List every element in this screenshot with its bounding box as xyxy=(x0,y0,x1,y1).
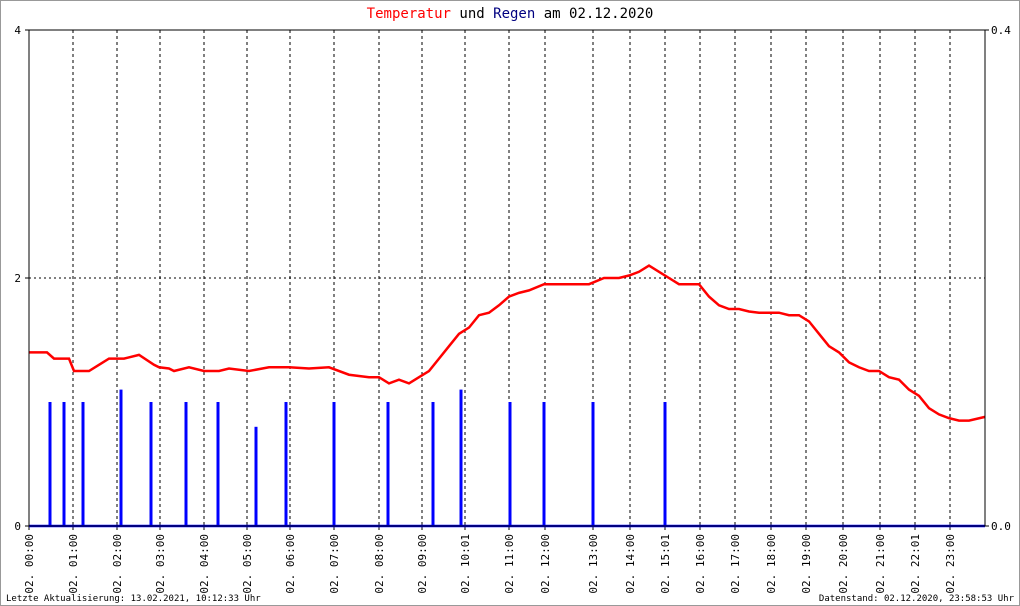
rain-bar xyxy=(591,402,595,526)
rain-bar xyxy=(542,402,546,526)
x-tick-label: 02. 14:00 xyxy=(624,534,637,594)
x-tick-label: 02. 06:00 xyxy=(284,534,297,594)
x-tick-label: 02. 22:01 xyxy=(909,534,922,594)
x-tick-label: 02. 23:00 xyxy=(944,534,957,594)
x-tick-label: 02. 17:00 xyxy=(729,534,742,594)
x-tick-label: 02. 20:00 xyxy=(837,534,850,594)
rain-bar xyxy=(62,402,66,526)
plot-frame xyxy=(28,29,986,527)
x-tick-label: 02. 12:00 xyxy=(539,534,552,594)
rain-bar xyxy=(663,402,667,526)
y-tick-label: 0 xyxy=(14,520,21,533)
title-part: Regen xyxy=(493,6,535,22)
x-tick-label: 02. 18:00 xyxy=(765,534,778,594)
footer-left: Letzte Aktualisierung: 13.02.2021, 10:12… xyxy=(6,594,261,604)
rain-bar xyxy=(48,402,52,526)
title-part: am 02.12.2020 xyxy=(544,6,654,22)
rain-bar xyxy=(254,426,258,526)
y2-tick-label: 0.4 xyxy=(991,24,1011,37)
y-tick-label: 2 xyxy=(14,272,21,285)
x-tick-label: 02. 02:00 xyxy=(111,534,124,594)
x-tick-label: 02. 08:00 xyxy=(373,534,386,594)
x-tick-label: 02. 01:00 xyxy=(67,534,80,594)
x-tick-label: 02. 11:00 xyxy=(503,534,516,594)
x-tick-label: 02. 19:00 xyxy=(800,534,813,594)
x-tick-label: 02. 21:00 xyxy=(874,534,887,594)
footer-right: Datenstand: 02.12.2020, 23:58:53 Uhr xyxy=(819,594,1015,604)
rain-bar xyxy=(284,402,288,526)
rain-bar xyxy=(459,389,463,526)
title-part: Temperatur xyxy=(367,6,451,22)
x-tick-label: 02. 04:00 xyxy=(198,534,211,594)
rain-bar xyxy=(184,402,188,526)
x-tick-label: 02. 07:00 xyxy=(328,534,341,594)
rain-bar xyxy=(119,389,123,526)
x-tick-label: 02. 00:00 xyxy=(23,534,36,594)
rain-bar xyxy=(508,402,512,526)
x-tick-label: 02. 05:00 xyxy=(241,534,254,594)
rain-bar xyxy=(431,402,435,526)
rain-bar xyxy=(386,402,390,526)
x-tick-label: 02. 15:01 xyxy=(659,534,672,594)
y-tick-label: 4 xyxy=(14,24,21,37)
title-part: und xyxy=(459,6,484,22)
y2-tick-label: 0.0 xyxy=(991,520,1011,533)
x-tick-label: 02. 09:00 xyxy=(416,534,429,594)
rain-bar xyxy=(332,402,336,526)
temperature-line xyxy=(29,264,986,422)
rain-bar xyxy=(149,402,153,526)
x-tick-label: 02. 10:01 xyxy=(459,534,472,594)
chart-title: Temperatur und Regen am 02.12.2020 xyxy=(367,6,654,22)
rain-bar xyxy=(81,402,85,526)
x-tick-label: 02. 16:00 xyxy=(694,534,707,594)
rain-bar xyxy=(216,402,220,526)
x-tick-label: 02. 03:00 xyxy=(154,534,167,594)
x-tick-label: 02. 13:00 xyxy=(587,534,600,594)
